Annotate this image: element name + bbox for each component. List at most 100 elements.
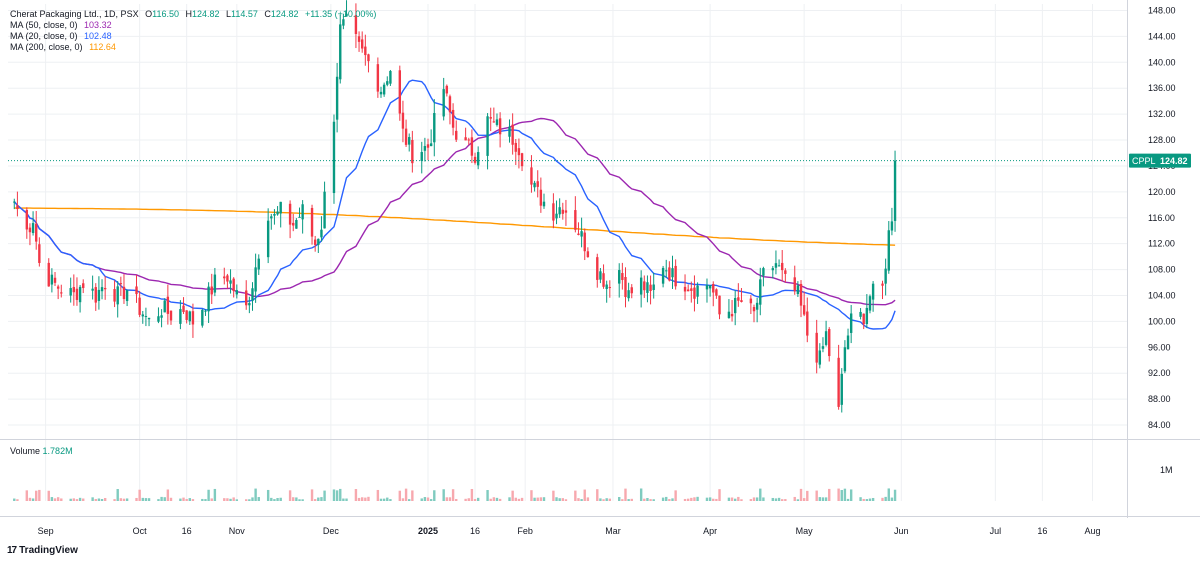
candle-body [815,332,818,363]
volume-bar [627,499,630,501]
ma20-legend-row[interactable]: MA (20, close, 0) 102.48 [10,31,376,42]
tradingview-logo-icon: 17 [7,545,17,556]
candle-body [671,268,674,278]
candle-body [94,287,97,303]
volume-bar [818,497,822,501]
candle-body [580,231,583,237]
time-tick-label: Apr [703,526,717,536]
volume-bar [705,497,709,501]
volume-bar [583,489,586,501]
volume-value: 1.782M [42,446,73,456]
volume-bar [288,490,292,501]
candle-body [313,239,317,245]
volume-bar [82,498,85,501]
volume-bar [138,489,141,501]
candle-body [82,283,85,289]
volume-bar [824,497,828,501]
volume-bar [574,490,577,501]
candle-body [386,81,389,85]
candle-body [705,285,709,290]
price-tick-label: 148.00 [1148,5,1176,15]
candle-body [35,223,38,242]
candle-body [630,287,633,294]
ma200-legend-row[interactable]: MA (200, close, 0) 112.64 [10,42,376,53]
volume-bar [357,497,361,501]
volume-bar [226,498,229,501]
symbol-title[interactable]: Cherat Packaging Ltd., 1D, PSX [10,9,139,19]
candle-body [31,223,35,234]
candle-body [596,257,599,280]
volume-bar [429,499,433,501]
volume-bar [332,489,336,501]
candle-body [752,307,756,312]
volume-bar [91,497,94,501]
volume-bar [890,497,894,501]
volume-bar [320,497,323,501]
candle-body [398,70,402,114]
candle-body [784,270,787,274]
volume-bar [639,488,643,501]
candle-body [135,286,138,295]
volume-bar [97,498,101,501]
candle-body [60,292,63,294]
volume-bar [740,499,743,501]
candle-body [445,85,449,94]
candle-body [182,305,185,312]
ma50-legend-row[interactable]: MA (50, close, 0) 103.32 [10,20,376,31]
volume-bar [887,488,890,501]
volume-bar [210,498,213,501]
tradingview-brand[interactable]: 17 TradingView [7,545,78,556]
volume-bar [25,490,29,501]
volume-bar [335,490,339,501]
volume-bar [599,498,602,501]
volume-bar [762,497,765,501]
volume-bar [157,499,160,501]
candle-body [270,216,273,219]
candle-body [332,121,336,194]
volume-bar [38,489,41,501]
volume-bar [665,496,668,501]
candle-body [727,311,731,319]
volume-bar [643,498,646,501]
volume-bar [715,498,718,501]
volume-bar [555,497,558,501]
candle-body [712,284,715,293]
candle-body [91,288,94,291]
ma20-label: MA (20, close, 0) [10,31,78,41]
volume-bar [514,497,517,501]
candle-body [339,24,342,80]
volume-bar [119,498,123,501]
volume-bar [520,497,524,501]
candle-body [542,201,546,207]
volume-bar [144,498,148,501]
volume-bar [188,498,191,501]
candle-body [404,128,408,145]
volume-bar [135,497,138,501]
volume-bar [232,497,235,501]
candle-body [796,285,800,295]
volume-bar [448,497,452,501]
brand-name: TradingView [19,545,78,556]
candle-body [774,263,778,268]
ma200-value: 112.64 [89,42,116,52]
candle-body [276,211,279,215]
volume-bar [382,498,386,501]
volume-legend[interactable]: Volume 1.782M [10,446,73,456]
volume-bar [821,497,825,501]
volume-bar [865,499,869,501]
candle-body [420,152,423,161]
volume-bar [147,498,151,501]
candle-body [715,289,718,296]
candle-body [802,305,806,315]
candle-body [144,316,148,318]
price-tick-label: 100.00 [1148,316,1176,326]
candle-body [552,203,555,221]
candle-body [69,288,72,296]
volume-bar [690,497,693,501]
candle-body [718,295,721,315]
volume-bar [473,499,477,501]
volume-bar [539,497,543,501]
candle-body [871,283,875,300]
volume-bar [893,489,897,501]
